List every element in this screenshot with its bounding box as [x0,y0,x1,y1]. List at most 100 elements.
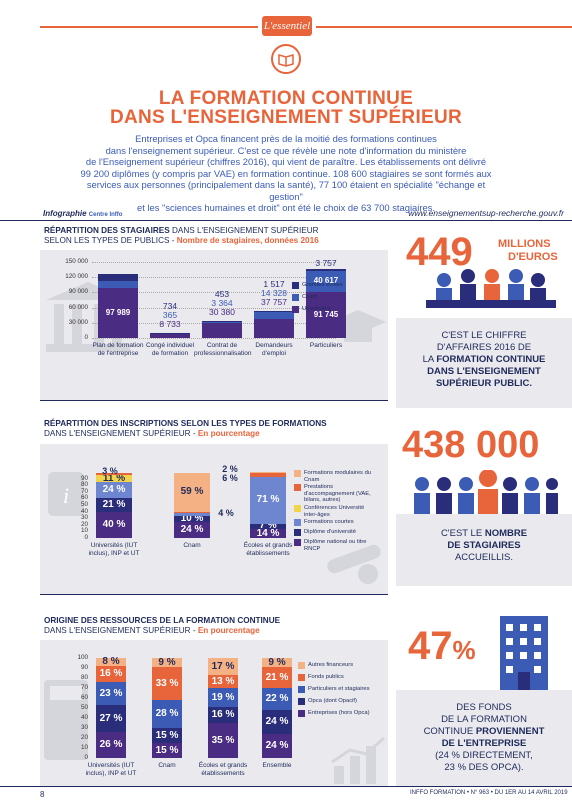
infographie-credit: Infographie Centre Inffo [43,209,123,218]
chart2-legend-swatch [294,505,301,512]
chart2-segment [174,511,210,513]
chart3-ytick: 90 [80,664,88,671]
chart2-legend-swatch [294,484,301,491]
chart2-title: RÉPARTITION DES INSCRIPTIONS SELON LES T… [44,419,327,428]
chart3-legend-swatch [298,662,305,669]
chart1-segment [202,322,242,338]
chart3-bar: 15 % 15 % 28 % 33 % 9 % [152,640,182,786]
chart3-ytick: 0 [84,754,88,761]
source-url[interactable]: www.enseignementsup-recherche.gouv.fr [408,208,564,218]
chart2-category-label: Écoles et grands établissements [243,542,293,557]
chart2-segment: 40 % [96,511,132,538]
chart3-legend-label: Autres financeurs [308,662,354,668]
chart2-value-label: 4 % [218,508,234,518]
chart3-legend-swatch [298,710,305,717]
chart1-segment [98,274,138,281]
chart1-value-label: 3 364 [211,297,233,308]
chart1-segment [254,310,294,312]
chart1-subtitle: SELON LES TYPES DE PUBLICS - Nombre de s… [44,236,319,245]
chart3-legend-swatch [298,698,305,705]
chart1-legend-label: Cnam [302,294,318,300]
chart3-segment: 17 % [208,658,238,675]
chart2-segment [96,472,132,475]
chart2-ytick: 30 [80,514,88,522]
chart3-ytick: 40 [80,714,88,721]
chart2-segment [174,512,210,516]
chart3-segment: 22 % [262,688,292,710]
chart2-panel: i 90 80 70 60 50 40 30 20 10 0 40 % 21 % 24 % 11 % Uni… [40,444,388,594]
chart1-ytick: 30 000 [68,318,88,326]
chart3-segment: 33 % [152,667,182,700]
stat1-description: C'EST LE CHIFFRE D'AFFAIRES 2016 DE LA FO… [422,330,546,389]
people-illustration [414,470,558,515]
chart1-value-label: 734 [162,301,178,312]
chart3-ytick: 20 [80,734,88,741]
chart1-bar: 97 989 [98,250,138,400]
chart3-segment: 35 % [208,723,238,758]
chart2-category-label: Universités (IUT inclus), INP et UT [88,542,140,557]
chart3-ytick: 60 [80,694,88,701]
chart1-segment: 97 989 [98,288,138,338]
chart3-segment: 28 % [152,700,182,728]
chart3-title: ORIGINE DES RESSOURCES DE LA FORMATION C… [44,616,281,625]
chart3-subtitle: DANS L'ENSEIGNEMENT SUPÉRIEUR - En pourc… [44,626,260,635]
publication-ref: INFFO FORMATION • N° 963 • DU 1ER AU 14 … [410,790,568,796]
chart1-category-label: Congé individuel de formation [145,342,195,357]
chart3-legend-label: Entreprises (hors Opca) [308,710,370,716]
chart1-ytick: 0 [84,334,88,341]
chart2-value-label: 2 % [222,464,238,474]
chart2-ytick: 40 [80,507,88,515]
chart3-panel: 100 90 80 70 60 50 40 30 20 10 0 26 % 27 % 23 % 16 % 8 … [40,640,388,786]
page-number: 8 [40,790,45,799]
chart2-subtitle: DANS L'ENSEIGNEMENT SUPÉRIEUR - En pourc… [44,429,260,438]
chart2-ytick: 70 [80,487,88,495]
chart3-segment: 21 % [262,667,292,688]
chart2-legend-label: Prestations d'accompagnement (VAE, bilan… [304,484,371,503]
chart1-bar: 91 745 40 617 [306,250,346,400]
stat1-unit: MILLIONS D'EUROS [498,238,558,263]
chart3-legend-swatch [298,686,305,693]
stat1-number: 449 [406,230,473,274]
chart1-legend-swatch [292,282,299,289]
chart3-category-label: Cnam [158,762,176,769]
chart1-segment: 91 745 [306,291,346,338]
meeting-illustration [426,269,556,308]
chart3-segment: 24 % [262,734,292,758]
chart1-gridline [92,292,336,294]
chart3-segment: 15 % [152,743,182,758]
chart3-segment: 23 % [96,682,126,705]
intro-paragraph: Entreprises et Opca financent près de la… [80,133,492,213]
page-title-line1: LA FORMATION CONTINUE [158,88,414,109]
stat1-block: 449 MILLIONS D'EUROS [396,220,572,408]
chart2-legend-label: Formations courtes [304,519,354,525]
header-rule-left [40,26,258,28]
chart1-bar [150,250,190,400]
building-icon [500,616,548,690]
chart2-legend-label: Formations modulaires du Cnam [304,470,372,483]
chart3-bar: 24 % 24 % 22 % 21 % 9 % [262,640,292,786]
stat1-text-box [396,318,572,408]
page-title-line2: DANS L'ENSEIGNEMENT SUPÉRIEUR [109,107,463,128]
book-icon [271,44,301,74]
chart2-legend-swatch [294,539,301,546]
chart1-ytick: 60 000 [68,303,88,311]
chart1-gridline [92,338,336,339]
chart3-legend-label: Particuliers et stagiaires [308,686,370,692]
chart2-segment: 24 % [174,522,210,538]
chart2-segment: 21 % [96,497,132,512]
chart2-bar: 24 % 10 % 59 % [174,444,210,594]
chart1-bar [254,250,294,400]
chart1-rule [40,400,388,401]
chart2-segment: 59 % [174,472,210,512]
chart1-ytick: 90 000 [68,288,88,296]
chart2-value-label: 3 % [102,466,118,476]
chart1-legend-swatch [292,306,299,313]
chart1-segment [254,311,294,319]
chart1-segment: 40 617 [306,270,346,292]
chart3-legend-label: Fonds publics [308,674,344,680]
chart3-segment: 9 % [262,658,292,668]
chart2-segment [250,472,286,474]
chart3-segment: 15 % [152,728,182,743]
chart1-segment [254,318,294,338]
chart2-bar: 40 % 21 % 24 % 11 % [96,444,132,594]
